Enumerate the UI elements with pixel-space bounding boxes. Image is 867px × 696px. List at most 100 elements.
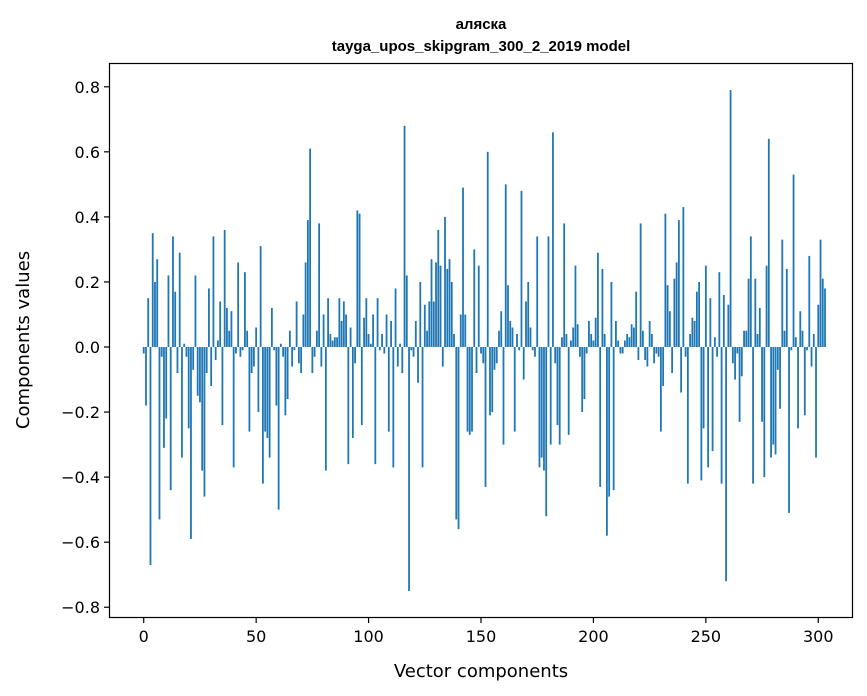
bar bbox=[567, 347, 570, 435]
bar bbox=[208, 288, 210, 347]
bar bbox=[531, 347, 534, 351]
bar bbox=[615, 320, 617, 347]
bar bbox=[464, 314, 467, 348]
bar bbox=[731, 347, 734, 364]
bar bbox=[500, 311, 503, 347]
bar bbox=[482, 347, 485, 364]
bar bbox=[662, 347, 665, 387]
bar bbox=[486, 151, 489, 348]
bar bbox=[412, 347, 415, 357]
bar bbox=[498, 330, 500, 347]
bar bbox=[552, 132, 554, 347]
bar bbox=[644, 347, 647, 361]
bar bbox=[248, 347, 251, 432]
bar bbox=[376, 298, 379, 347]
bar bbox=[612, 347, 615, 491]
bar bbox=[259, 246, 262, 347]
x-tick-label: 0 bbox=[139, 627, 149, 646]
bar bbox=[781, 239, 784, 348]
bar bbox=[619, 347, 622, 354]
bar bbox=[203, 347, 206, 497]
bar bbox=[320, 347, 323, 367]
bar bbox=[655, 347, 658, 354]
bar bbox=[806, 347, 808, 351]
bar bbox=[331, 340, 334, 348]
bar bbox=[797, 347, 799, 429]
bar bbox=[650, 333, 653, 347]
bar bbox=[673, 278, 676, 347]
bar bbox=[396, 347, 399, 367]
bar bbox=[295, 301, 298, 347]
bar bbox=[597, 252, 599, 348]
bar bbox=[223, 229, 226, 348]
x-tick-label: 150 bbox=[466, 627, 497, 646]
bar bbox=[367, 333, 370, 347]
bar bbox=[221, 347, 224, 426]
bar bbox=[590, 333, 593, 347]
bar bbox=[790, 347, 793, 351]
bar bbox=[727, 304, 730, 348]
bar bbox=[315, 330, 318, 347]
bar bbox=[356, 210, 359, 347]
bar bbox=[815, 347, 817, 458]
y-tick-label: 0.6 bbox=[75, 143, 100, 162]
bar bbox=[297, 347, 300, 364]
bar bbox=[677, 220, 680, 347]
bar bbox=[354, 347, 356, 364]
bar bbox=[450, 281, 453, 348]
bar bbox=[205, 347, 208, 374]
bar bbox=[509, 320, 512, 347]
y-tick-label: 0.2 bbox=[75, 273, 100, 292]
bar bbox=[666, 285, 669, 348]
bar bbox=[770, 347, 772, 458]
bar bbox=[817, 304, 820, 348]
bar bbox=[783, 330, 786, 347]
bar bbox=[149, 347, 152, 565]
bar bbox=[664, 213, 667, 348]
bar bbox=[340, 320, 343, 347]
x-tick-label: 100 bbox=[353, 627, 384, 646]
bar bbox=[199, 347, 201, 403]
bar bbox=[511, 327, 514, 348]
bar bbox=[516, 333, 518, 347]
bar bbox=[772, 347, 775, 445]
bar bbox=[801, 330, 804, 347]
bar bbox=[237, 262, 240, 348]
bar bbox=[194, 275, 197, 347]
bar bbox=[151, 233, 154, 347]
bar bbox=[176, 347, 179, 374]
bar bbox=[286, 347, 289, 400]
bar bbox=[491, 347, 494, 413]
chart-title: аляска bbox=[456, 16, 507, 33]
bar bbox=[192, 347, 195, 370]
bar bbox=[428, 301, 431, 347]
bar bbox=[513, 347, 516, 432]
bar bbox=[279, 343, 282, 347]
bar bbox=[257, 347, 260, 413]
x-axis-ticks: 0 50 100 150 200 250 300 bbox=[139, 617, 834, 646]
bar bbox=[606, 347, 608, 536]
bar bbox=[691, 317, 694, 348]
bar bbox=[621, 347, 624, 354]
bar bbox=[570, 340, 572, 348]
bar bbox=[601, 268, 604, 348]
bar bbox=[403, 125, 406, 348]
bar bbox=[693, 320, 696, 347]
bar bbox=[468, 347, 471, 435]
bar bbox=[752, 347, 754, 484]
bar bbox=[410, 347, 413, 351]
bar bbox=[484, 347, 487, 487]
bar bbox=[525, 301, 527, 347]
bar bbox=[668, 311, 671, 347]
bar bbox=[671, 347, 674, 374]
bar bbox=[423, 304, 426, 348]
bar bbox=[637, 347, 640, 361]
bar bbox=[313, 347, 316, 357]
bar bbox=[457, 347, 460, 530]
bar bbox=[495, 347, 498, 364]
y-tick-label: −0.4 bbox=[61, 468, 100, 487]
bar bbox=[181, 347, 183, 458]
bar bbox=[300, 347, 303, 374]
bar bbox=[145, 347, 147, 406]
bar bbox=[277, 347, 280, 510]
